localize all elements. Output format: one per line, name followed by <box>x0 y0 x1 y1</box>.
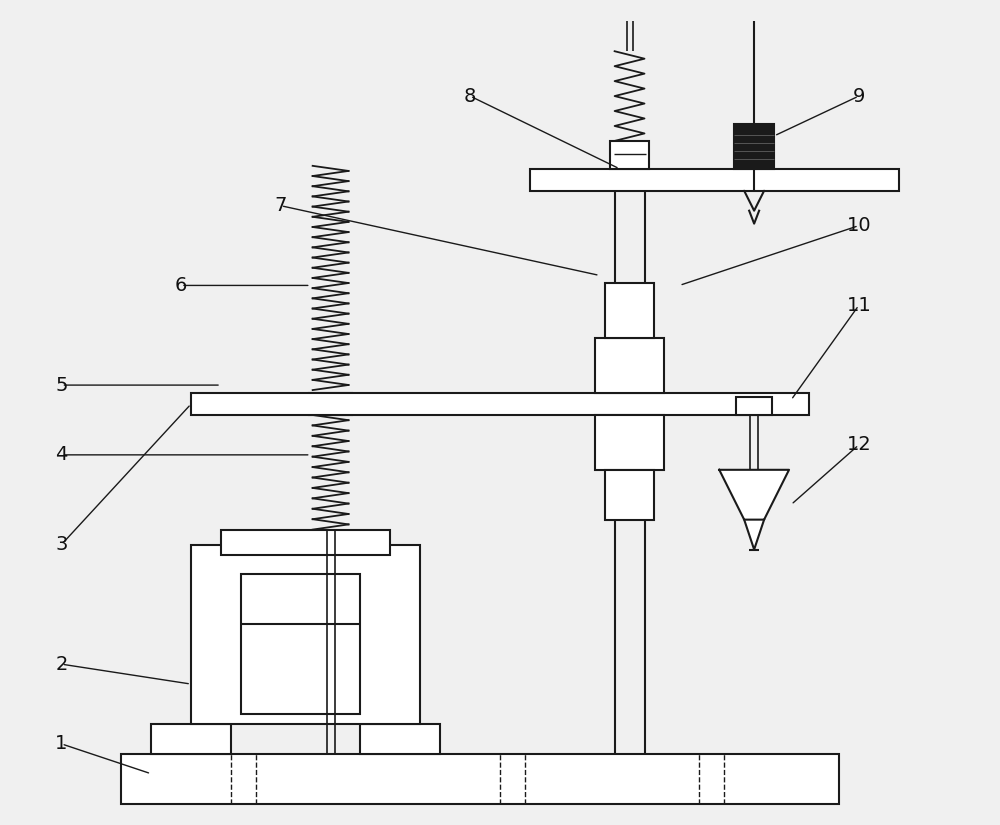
Text: 5: 5 <box>55 375 68 394</box>
Bar <box>736 397 772 415</box>
Bar <box>610 141 649 169</box>
Bar <box>595 415 664 469</box>
Bar <box>530 169 899 191</box>
Bar <box>309 393 352 415</box>
Bar <box>595 338 664 393</box>
Bar <box>121 754 839 804</box>
Bar <box>191 544 420 724</box>
Text: 10: 10 <box>846 216 871 235</box>
Text: 11: 11 <box>846 296 871 315</box>
Text: 4: 4 <box>55 446 68 464</box>
Text: 2: 2 <box>55 655 68 674</box>
Bar <box>734 124 774 169</box>
Bar <box>360 724 440 754</box>
Bar <box>151 724 231 754</box>
Text: 1: 1 <box>55 734 68 753</box>
Bar <box>241 574 360 714</box>
Bar <box>191 393 809 415</box>
Bar <box>605 284 654 338</box>
Text: 9: 9 <box>853 87 865 106</box>
Bar <box>221 530 390 554</box>
Bar <box>605 469 654 520</box>
Text: 12: 12 <box>846 436 871 455</box>
Text: 6: 6 <box>175 276 187 295</box>
Text: 7: 7 <box>275 196 287 215</box>
Polygon shape <box>719 469 789 549</box>
Text: 8: 8 <box>464 87 476 106</box>
Text: 3: 3 <box>55 535 68 554</box>
